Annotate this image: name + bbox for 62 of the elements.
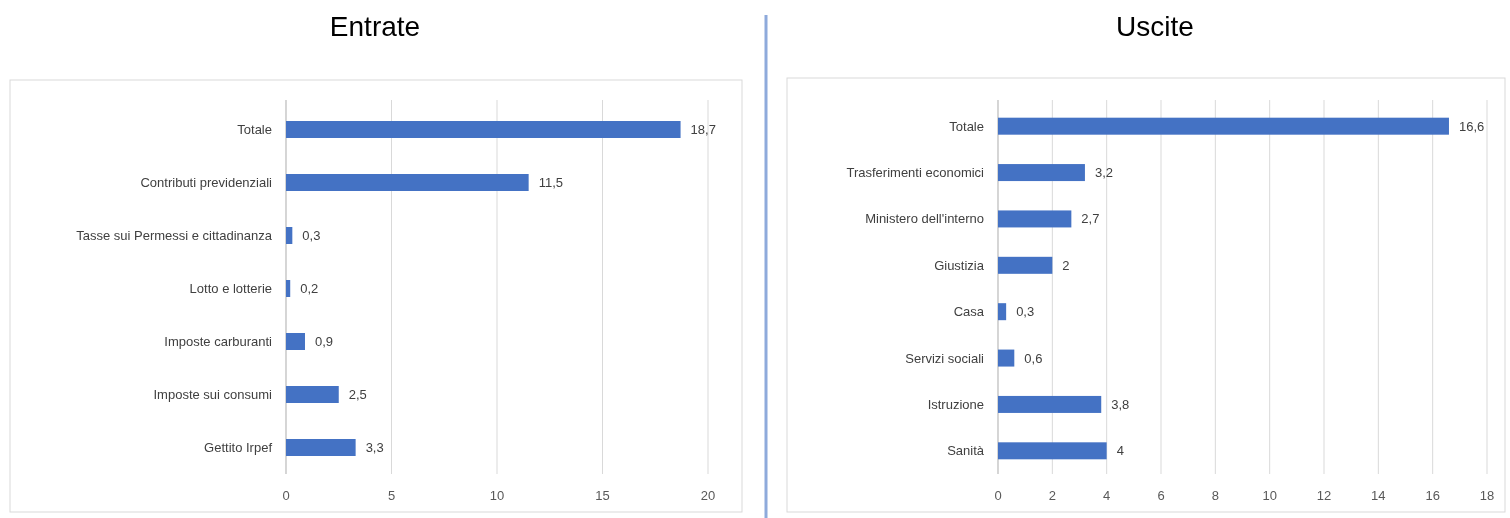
bar [286, 333, 305, 350]
data-label: 2,5 [348, 387, 367, 402]
y-tick-label: Servizi sociali [905, 350, 985, 366]
data-label: 18,7 [690, 122, 716, 137]
y-tick-label: Gettito Irpef [204, 440, 273, 455]
y-tick-label: Ministero dell'interno [865, 211, 984, 227]
x-tick-label: 4 [1103, 488, 1111, 503]
y-tick-label: Lotto e lotterie [189, 281, 272, 296]
data-label: 4 [1116, 443, 1124, 459]
x-tick-label: 0 [994, 488, 1002, 503]
bar [998, 395, 1102, 413]
x-tick-label: 6 [1157, 488, 1165, 503]
data-label: 0,3 [302, 228, 321, 243]
data-label: 2 [1062, 257, 1070, 273]
data-label: 11,5 [538, 175, 563, 190]
bar [998, 303, 1007, 321]
y-tick-label: Totale [237, 122, 272, 137]
bar [286, 174, 529, 191]
y-tick-label: Sanità [947, 443, 985, 459]
x-tick-label: 18 [1479, 488, 1495, 503]
data-label: 3,2 [1094, 165, 1114, 181]
bar [286, 121, 681, 138]
x-tick-label: 2 [1048, 488, 1056, 503]
bar [998, 117, 1449, 135]
y-tick-label: Trasferimenti economici [846, 165, 985, 181]
x-tick-label: 14 [1371, 488, 1386, 503]
x-tick-label: 20 [700, 488, 716, 503]
y-tick-label: Totale [949, 118, 984, 134]
bar [286, 386, 339, 403]
bar [286, 227, 293, 244]
x-tick-label: 16 [1425, 488, 1440, 503]
data-label: 2,7 [1081, 211, 1100, 227]
y-tick-label: Imposte carburanti [164, 334, 273, 349]
y-tick-label: Istruzione [927, 396, 984, 412]
bar [998, 349, 1015, 367]
bar [286, 280, 291, 297]
data-label: 3,3 [365, 440, 384, 455]
x-tick-label: 0 [282, 488, 290, 503]
y-tick-label: Tasse sui Permessi e cittadinanza [76, 228, 273, 243]
y-tick-label: Giustizia [934, 257, 985, 273]
data-label: 0,2 [300, 281, 319, 296]
data-label: 3,8 [1111, 396, 1130, 412]
bar [998, 164, 1085, 182]
y-tick-label: Imposte sui consumi [153, 387, 273, 402]
x-tick-label: 15 [595, 488, 610, 503]
x-tick-label: 8 [1211, 488, 1219, 503]
chart-title: Uscite [1116, 11, 1194, 42]
x-tick-label: 10 [1262, 488, 1277, 503]
x-tick-label: 5 [387, 488, 396, 503]
x-tick-label: 10 [489, 488, 505, 503]
bar [998, 210, 1072, 228]
data-label: 0,6 [1024, 350, 1043, 366]
data-label: 0,9 [314, 334, 334, 349]
bar [998, 256, 1053, 274]
bar [998, 442, 1107, 460]
chart-title: Entrate [329, 11, 421, 42]
data-label: 16,6 [1458, 118, 1485, 134]
bar [286, 439, 356, 456]
y-tick-label: Casa [953, 304, 985, 320]
data-label: 0,3 [1016, 304, 1035, 320]
y-tick-label: Contributi previdenziali [140, 175, 273, 190]
x-tick-label: 12 [1316, 488, 1332, 503]
